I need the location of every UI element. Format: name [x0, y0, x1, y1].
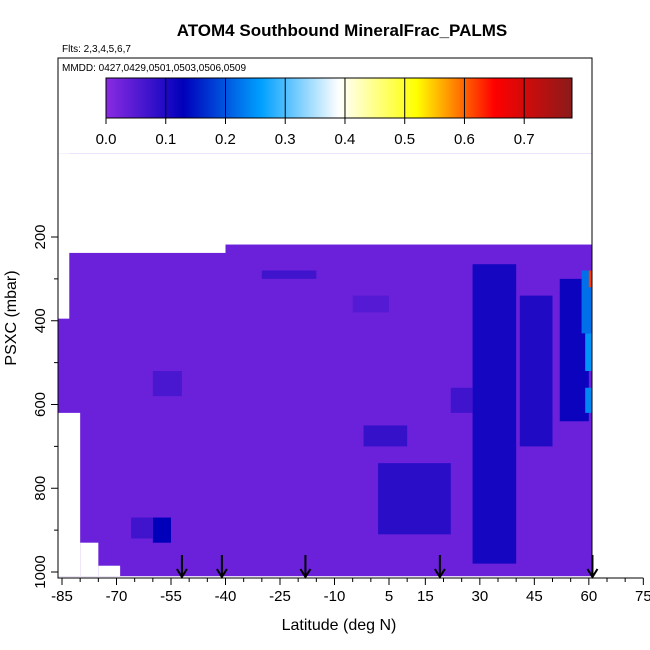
- heatmap-cell: [472, 264, 517, 564]
- colorbar-tick-label: 0.3: [275, 131, 296, 148]
- arrow-head: [299, 568, 312, 579]
- heatmap-cell: [581, 270, 592, 334]
- flights-label: Flts: 2,3,4,5,6,7: [62, 44, 131, 55]
- flight-arrow: [434, 555, 446, 579]
- y-tick-label: 200: [32, 224, 49, 249]
- missing-region: [58, 153, 70, 319]
- heatmap-cell: [131, 517, 153, 539]
- heatmap-cell: [152, 517, 171, 543]
- colorbar-tick-label: 0.6: [454, 131, 475, 148]
- x-tick-label: -70: [106, 588, 128, 605]
- x-tick-label: 75: [635, 588, 650, 605]
- heatmap-cell: [352, 295, 389, 313]
- x-axis: -85 -70 -55 -40 -25 -10 5 15 30 45 60 75: [51, 577, 650, 605]
- y-axis: 200 400 600 800 1000: [32, 224, 59, 589]
- missing-region: [58, 153, 226, 253]
- colorbar-tick-label: 0.0: [96, 131, 117, 148]
- heatmap-cell: [152, 371, 182, 397]
- colorbar-tick-label: 0.7: [514, 131, 535, 148]
- heatmap-cell: [378, 463, 451, 535]
- missing-region: [80, 542, 99, 577]
- dates-label: MMDD: 0427,0429,0501,0503,0506,0509: [62, 63, 246, 74]
- x-tick-label: -85: [51, 588, 73, 605]
- heatmap-cell: [450, 387, 473, 413]
- x-tick-label: -55: [160, 588, 182, 605]
- chart-title: ATOM4 Southbound MineralFrac_PALMS: [177, 21, 508, 40]
- flight-arrow: [176, 555, 188, 579]
- heatmap-cell: [363, 425, 408, 447]
- x-tick-label: -40: [215, 588, 237, 605]
- x-tick-label: 5: [385, 588, 393, 605]
- colorbar-gradient: [105, 77, 573, 119]
- colorbar-tick-label: 0.1: [155, 131, 176, 148]
- missing-region: [98, 565, 121, 577]
- heatmap-cell: [261, 270, 317, 279]
- y-tick-label: 400: [32, 308, 49, 333]
- x-tick-label: -25: [269, 588, 291, 605]
- x-tick-label: 30: [471, 588, 488, 605]
- heatmap-cell: [585, 333, 592, 371]
- flight-arrow: [216, 555, 228, 579]
- x-tick-label: 45: [526, 588, 543, 605]
- colorbar-tick-label: 0.2: [215, 131, 236, 148]
- arrow-head: [216, 568, 228, 579]
- arrow-head: [434, 568, 446, 579]
- plot-area: [58, 153, 592, 577]
- y-tick-label: 800: [32, 476, 49, 501]
- x-axis-label: Latitude (deg N): [282, 617, 397, 634]
- y-tick-label: 1000: [32, 555, 49, 588]
- heatmap-cell: [519, 295, 553, 447]
- colorbar-tick-label: 0.5: [394, 131, 415, 148]
- x-tick-label: 60: [580, 588, 597, 605]
- colorbar-tick-label: 0.4: [335, 131, 356, 148]
- x-tick-label: 15: [417, 588, 434, 605]
- arrow-head: [176, 568, 188, 579]
- missing-region: [225, 153, 592, 245]
- heatmap-cell: [588, 270, 592, 288]
- flight-arrow: [299, 555, 312, 579]
- x-tick-label: -10: [324, 588, 346, 605]
- y-axis-label: PSXC (mbar): [3, 270, 20, 365]
- heatmap-cell: [585, 387, 592, 413]
- missing-region: [58, 412, 81, 577]
- colorbar: 0.0 0.1 0.2 0.3 0.4 0.5 0.6 0.7: [96, 77, 573, 148]
- y-tick-label: 600: [32, 392, 49, 417]
